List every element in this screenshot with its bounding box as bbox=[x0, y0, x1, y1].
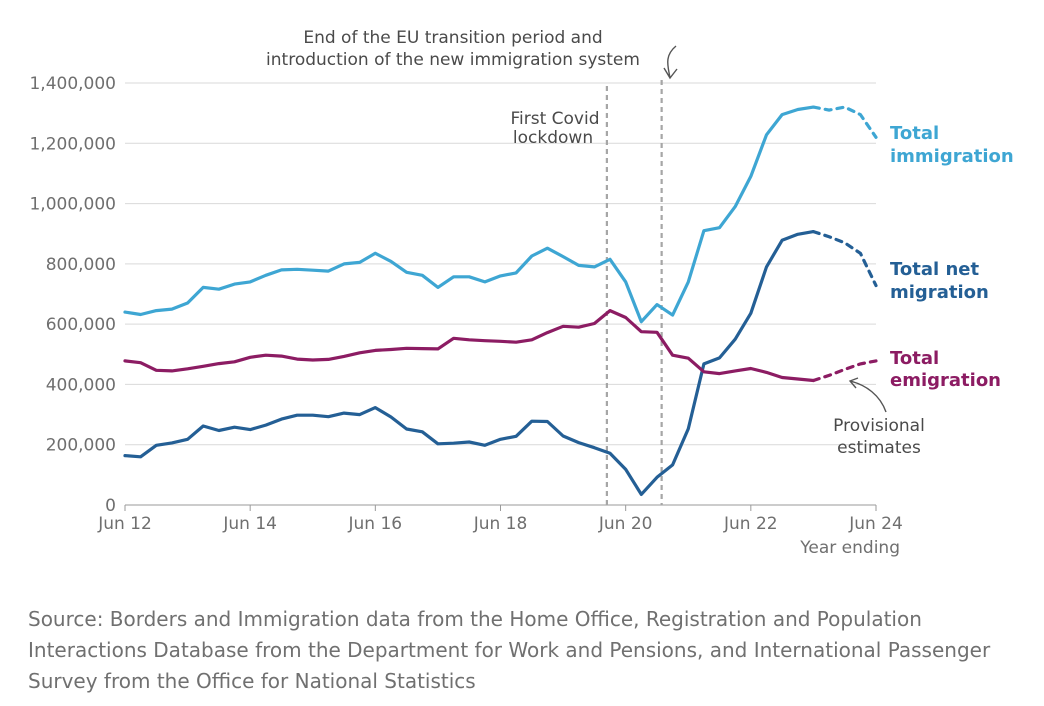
y-tick-label: 0 bbox=[105, 496, 116, 516]
x-tick-label: Jun 12 bbox=[97, 514, 152, 534]
x-axis-ticks: Jun 12 Jun 14 Jun 16 Jun 18 Jun 20 Jun 22 Jun … bbox=[97, 505, 903, 534]
series-provisional-emigration bbox=[811, 359, 878, 383]
y-tick-label: 1,000,000 bbox=[29, 195, 116, 215]
covid-annotation-line-2: lockdown bbox=[513, 128, 593, 148]
series-line-immigration bbox=[123, 105, 816, 324]
x-tick-label: Jun 18 bbox=[473, 514, 528, 534]
migration-line-chart: 0 200,000 400,000 600,000 800,000 1,000,000 1,… bbox=[29, 28, 1014, 558]
y-tick-label: 1,200,000 bbox=[29, 134, 116, 154]
x-tick-label: Jun 14 bbox=[222, 514, 277, 534]
provisional-note-line-2: estimates bbox=[837, 438, 921, 458]
label-immigration-2: immigration bbox=[890, 146, 1014, 167]
gridlines bbox=[125, 82, 876, 506]
label-emigration-2: emigration bbox=[890, 370, 1001, 391]
x-axis-label: Year ending bbox=[799, 538, 900, 558]
covid-annotation-line-1: First Covid bbox=[510, 109, 599, 129]
label-immigration-1: Total bbox=[890, 123, 939, 144]
eu-annotation-line-2: introduction of the new immigration syst… bbox=[266, 50, 640, 70]
label-net-1: Total net bbox=[890, 259, 979, 280]
eu-annotation-line-1: End of the EU transition period and bbox=[303, 28, 602, 48]
series-lines bbox=[123, 105, 878, 496]
x-tick-label: Jun 22 bbox=[723, 514, 778, 534]
provisional-note-line-1: Provisional bbox=[833, 416, 925, 436]
x-tick-label: Jun 24 bbox=[848, 514, 903, 534]
x-tick-label: Jun 20 bbox=[598, 514, 653, 534]
provisional-note-arrow bbox=[848, 377, 887, 413]
y-tick-label: 400,000 bbox=[46, 375, 116, 395]
label-net-2: migration bbox=[890, 282, 989, 303]
y-tick-label: 200,000 bbox=[46, 436, 116, 456]
y-tick-label: 1,400,000 bbox=[29, 74, 116, 94]
source-note: Source: Borders and Immigration data fro… bbox=[28, 607, 991, 693]
series-provisional-immigration bbox=[811, 105, 878, 139]
x-tick-label: Jun 16 bbox=[348, 514, 403, 534]
label-emigration-1: Total bbox=[890, 348, 939, 369]
series-provisional-net bbox=[811, 230, 878, 288]
y-tick-label: 600,000 bbox=[46, 315, 116, 335]
y-axis-ticks: 0 200,000 400,000 600,000 800,000 1,000,000 1,… bbox=[29, 74, 116, 516]
eu-annotation-arrow bbox=[663, 45, 678, 80]
series-line-emigration bbox=[123, 309, 816, 383]
y-tick-label: 800,000 bbox=[46, 255, 116, 275]
series-line-net bbox=[123, 230, 816, 496]
event-lines bbox=[605, 80, 663, 505]
